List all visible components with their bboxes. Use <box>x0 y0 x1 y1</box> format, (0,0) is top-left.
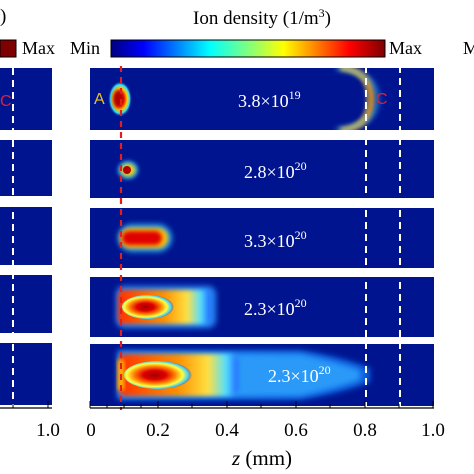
sim-row-1: A C 3.8×1019 <box>90 68 434 130</box>
left-row-3 <box>0 207 52 265</box>
marker-a: A <box>94 91 105 108</box>
left-colorbar-end <box>0 39 17 58</box>
row-4-core <box>122 295 174 319</box>
colorbar-min-label: Min <box>70 38 100 58</box>
left-panel-rows: C <box>0 68 52 405</box>
sim-row-2: 2.8×1020 <box>90 140 434 198</box>
left-panel-title-fragment: ) <box>0 6 6 27</box>
x-tick-label: 0.4 <box>215 420 239 441</box>
x-axis-label: z (mm) <box>231 446 292 470</box>
left-row-4 <box>0 275 52 333</box>
left-row-2 <box>0 140 52 196</box>
row-2-field <box>90 140 434 198</box>
x-tick-label: 1.0 <box>421 420 445 441</box>
colorbar-max-label: Max <box>389 38 422 58</box>
row-3-core <box>122 231 162 245</box>
row-4-density-label: 2.3×1020 <box>244 296 307 319</box>
x-tick-label: 0 <box>86 420 96 441</box>
sim-row-5: 2.3×1020 <box>90 344 434 406</box>
row-5-density-label: 2.3×1020 <box>268 363 331 386</box>
row-2-core <box>123 166 131 174</box>
sim-row-4: 2.3×1020 <box>90 277 434 337</box>
row-1-cathode-halo <box>335 68 380 130</box>
left-tick-label: 1.0 <box>36 420 60 441</box>
sim-row-3: 3.3×1020 <box>90 208 434 268</box>
marker-c: C <box>376 91 388 108</box>
row-2-density-label: 2.8×1020 <box>244 159 307 182</box>
left-row-1 <box>0 68 52 130</box>
left-colorbar-max-label: Max <box>22 38 55 58</box>
colorbar <box>110 39 386 58</box>
row-3-density-label: 3.3×1020 <box>244 228 307 251</box>
right-edge-label: M <box>463 38 474 58</box>
x-tick-label: 0.6 <box>284 420 308 441</box>
left-row-5 <box>0 343 52 405</box>
row-1-density-label: 3.8×1019 <box>238 88 301 111</box>
x-tick-labels: 0 0.2 0.4 0.6 0.8 1.0 <box>86 420 445 441</box>
x-tick-label: 0.8 <box>353 420 377 441</box>
left-marker-c: C <box>0 93 12 110</box>
x-tick-label: 0.2 <box>146 420 170 441</box>
row-5-core <box>124 361 192 389</box>
colorbar-title: Ion density (1/m3) <box>193 6 331 29</box>
x-axis-ticks <box>89 401 434 408</box>
